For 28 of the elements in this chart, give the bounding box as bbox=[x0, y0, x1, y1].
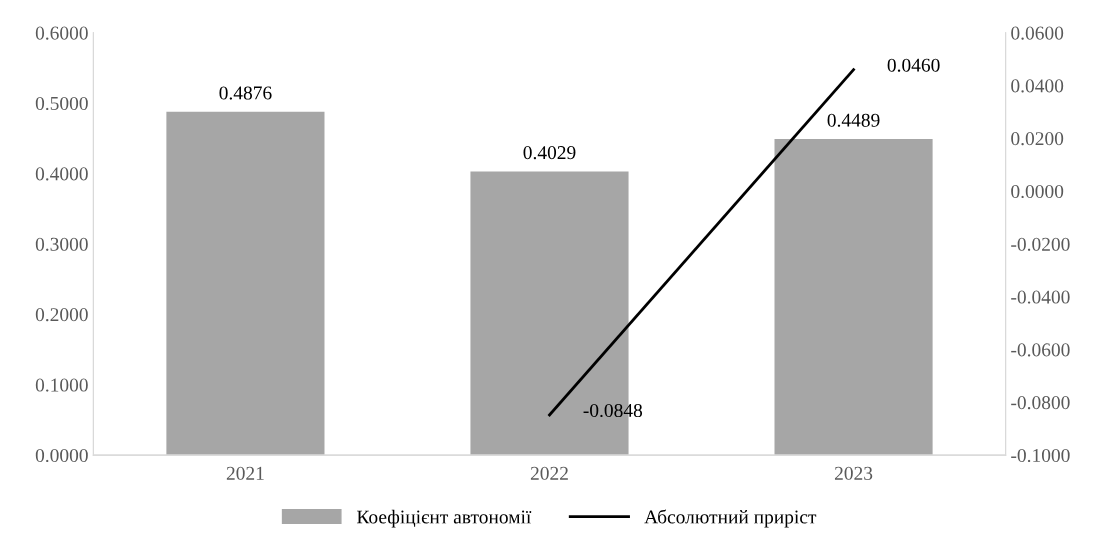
y2-tick-label: -0.0800 bbox=[1011, 396, 1070, 410]
bar bbox=[166, 111, 325, 456]
y-tick-label: 0.6000 bbox=[35, 26, 88, 40]
data-label: 0.4489 bbox=[827, 113, 880, 127]
y-tick-label: 0.4000 bbox=[35, 167, 88, 181]
bar bbox=[774, 139, 933, 456]
y-tick-label: 0.0000 bbox=[35, 448, 88, 463]
y2-tick-label: -0.0200 bbox=[1011, 237, 1070, 251]
y2-tick-label: -0.1000 bbox=[1011, 448, 1070, 463]
legend-label: Абсолютний приріст bbox=[644, 509, 817, 528]
y-tick-label: 0.3000 bbox=[35, 237, 88, 251]
data-label: 0.4876 bbox=[219, 86, 272, 100]
y2-tick-label: -0.0600 bbox=[1011, 343, 1070, 357]
y-tick-label: 0.5000 bbox=[35, 96, 88, 111]
x-tick-label: 2022 bbox=[530, 466, 568, 480]
y2-tick-label: 0.0000 bbox=[1011, 184, 1064, 199]
x-tick-label: 2021 bbox=[226, 466, 264, 480]
y2-tick-label: 0.0600 bbox=[1011, 26, 1064, 40]
data-label: -0.0848 bbox=[583, 403, 643, 418]
y2-tick-label: 0.0200 bbox=[1011, 132, 1064, 146]
data-label: 0.0460 bbox=[887, 58, 940, 72]
legend-label: Коефіцієнт автономії bbox=[356, 509, 532, 528]
y2-tick-label: 0.0400 bbox=[1011, 79, 1064, 93]
y-tick-label: 0.1000 bbox=[35, 378, 88, 392]
y2-tick-label: -0.0400 bbox=[1011, 290, 1070, 304]
y-tick-label: 0.2000 bbox=[35, 308, 88, 322]
x-tick-label: 2023 bbox=[834, 466, 873, 480]
data-label: 0.4029 bbox=[523, 146, 576, 160]
